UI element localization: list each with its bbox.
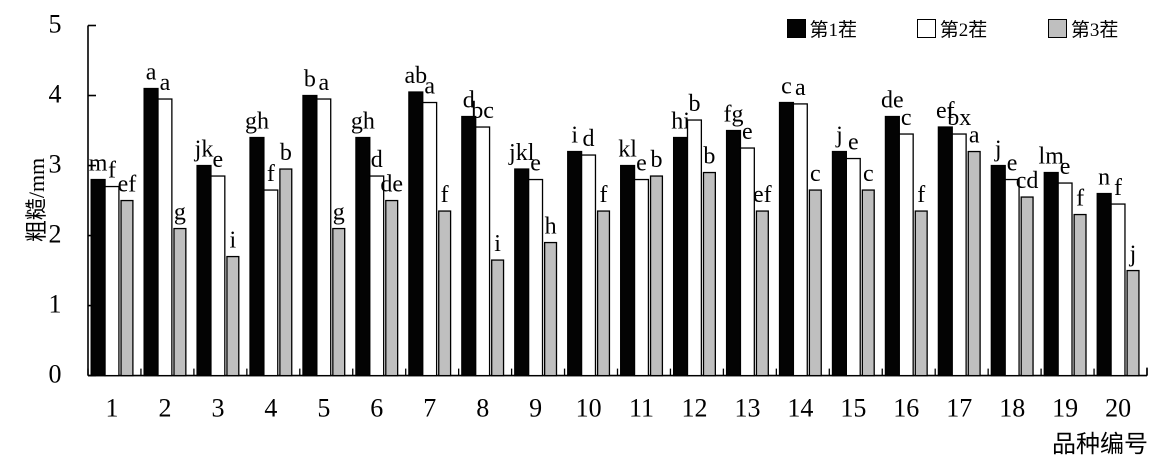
svg-text:b: b <box>703 144 715 170</box>
svg-text:20: 20 <box>1105 394 1131 423</box>
svg-text:2: 2 <box>49 220 62 249</box>
svg-text:5: 5 <box>317 394 330 423</box>
svg-text:c: c <box>901 105 912 131</box>
svg-text:f: f <box>441 182 449 208</box>
svg-text:c: c <box>810 161 821 187</box>
svg-text:2: 2 <box>158 394 171 423</box>
svg-text:a: a <box>795 75 806 101</box>
svg-text:n: n <box>1098 165 1110 191</box>
svg-text:f: f <box>600 182 608 208</box>
svg-text:f: f <box>108 158 116 184</box>
svg-text:7: 7 <box>423 394 436 423</box>
svg-text:18: 18 <box>999 394 1025 423</box>
svg-text:a: a <box>318 70 329 96</box>
svg-text:a: a <box>160 70 171 96</box>
svg-text:j: j <box>835 123 843 149</box>
svg-text:gh: gh <box>351 109 375 135</box>
svg-text:5: 5 <box>49 10 62 39</box>
svg-text:c: c <box>863 161 874 187</box>
svg-text:a: a <box>146 60 157 86</box>
svg-text:3: 3 <box>211 394 224 423</box>
svg-text:cd: cd <box>1016 168 1039 194</box>
svg-text:de: de <box>380 172 403 198</box>
svg-text:d: d <box>583 126 595 152</box>
svg-text:13: 13 <box>734 394 760 423</box>
svg-text:e: e <box>530 151 541 177</box>
svg-text:f: f <box>1076 186 1084 212</box>
svg-text:bx: bx <box>947 105 971 131</box>
svg-text:b: b <box>650 147 662 173</box>
svg-text:g: g <box>174 200 186 226</box>
svg-text:17: 17 <box>946 394 972 423</box>
svg-text:1: 1 <box>49 290 62 319</box>
svg-text:16: 16 <box>893 394 919 423</box>
svg-text:0: 0 <box>49 360 62 389</box>
svg-text:b: b <box>280 140 292 166</box>
svg-text:jk: jk <box>194 137 214 163</box>
svg-text:10: 10 <box>576 394 602 423</box>
svg-text:ef: ef <box>118 172 137 198</box>
svg-text:h: h <box>545 214 557 240</box>
svg-text:e: e <box>636 151 647 177</box>
svg-text:f: f <box>1114 175 1122 201</box>
svg-text:m: m <box>89 151 108 177</box>
svg-text:11: 11 <box>629 394 654 423</box>
svg-text:bc: bc <box>471 98 494 124</box>
svg-text:e: e <box>848 130 859 156</box>
svg-text:a: a <box>969 123 980 149</box>
svg-text:b: b <box>304 67 316 93</box>
svg-text:j: j <box>994 137 1002 163</box>
svg-text:6: 6 <box>370 394 383 423</box>
svg-text:fg: fg <box>724 102 744 128</box>
svg-text:9: 9 <box>529 394 542 423</box>
svg-text:4: 4 <box>264 394 277 423</box>
svg-text:g: g <box>333 200 345 226</box>
svg-text:12: 12 <box>681 394 707 423</box>
svg-text:e: e <box>213 147 224 173</box>
svg-text:f: f <box>917 182 925 208</box>
svg-text:j: j <box>1129 242 1137 268</box>
svg-text:b: b <box>688 91 700 117</box>
svg-text:4: 4 <box>49 80 62 109</box>
svg-text:d: d <box>371 147 383 173</box>
svg-text:gh: gh <box>245 109 269 135</box>
svg-text:e: e <box>1060 154 1071 180</box>
svg-text:a: a <box>424 74 435 100</box>
svg-text:3: 3 <box>49 150 62 179</box>
svg-text:1: 1 <box>106 394 119 423</box>
svg-text:i: i <box>571 123 578 149</box>
svg-text:f: f <box>267 161 275 187</box>
svg-text:19: 19 <box>1052 394 1078 423</box>
svg-text:kl: kl <box>618 137 637 163</box>
svg-text:i: i <box>494 231 501 257</box>
svg-text:e: e <box>742 119 753 145</box>
svg-text:8: 8 <box>476 394 489 423</box>
svg-text:15: 15 <box>840 394 866 423</box>
svg-text:14: 14 <box>787 394 813 423</box>
svg-text:i: i <box>230 228 237 254</box>
svg-text:ef: ef <box>753 182 772 208</box>
svg-text:c: c <box>781 74 792 100</box>
